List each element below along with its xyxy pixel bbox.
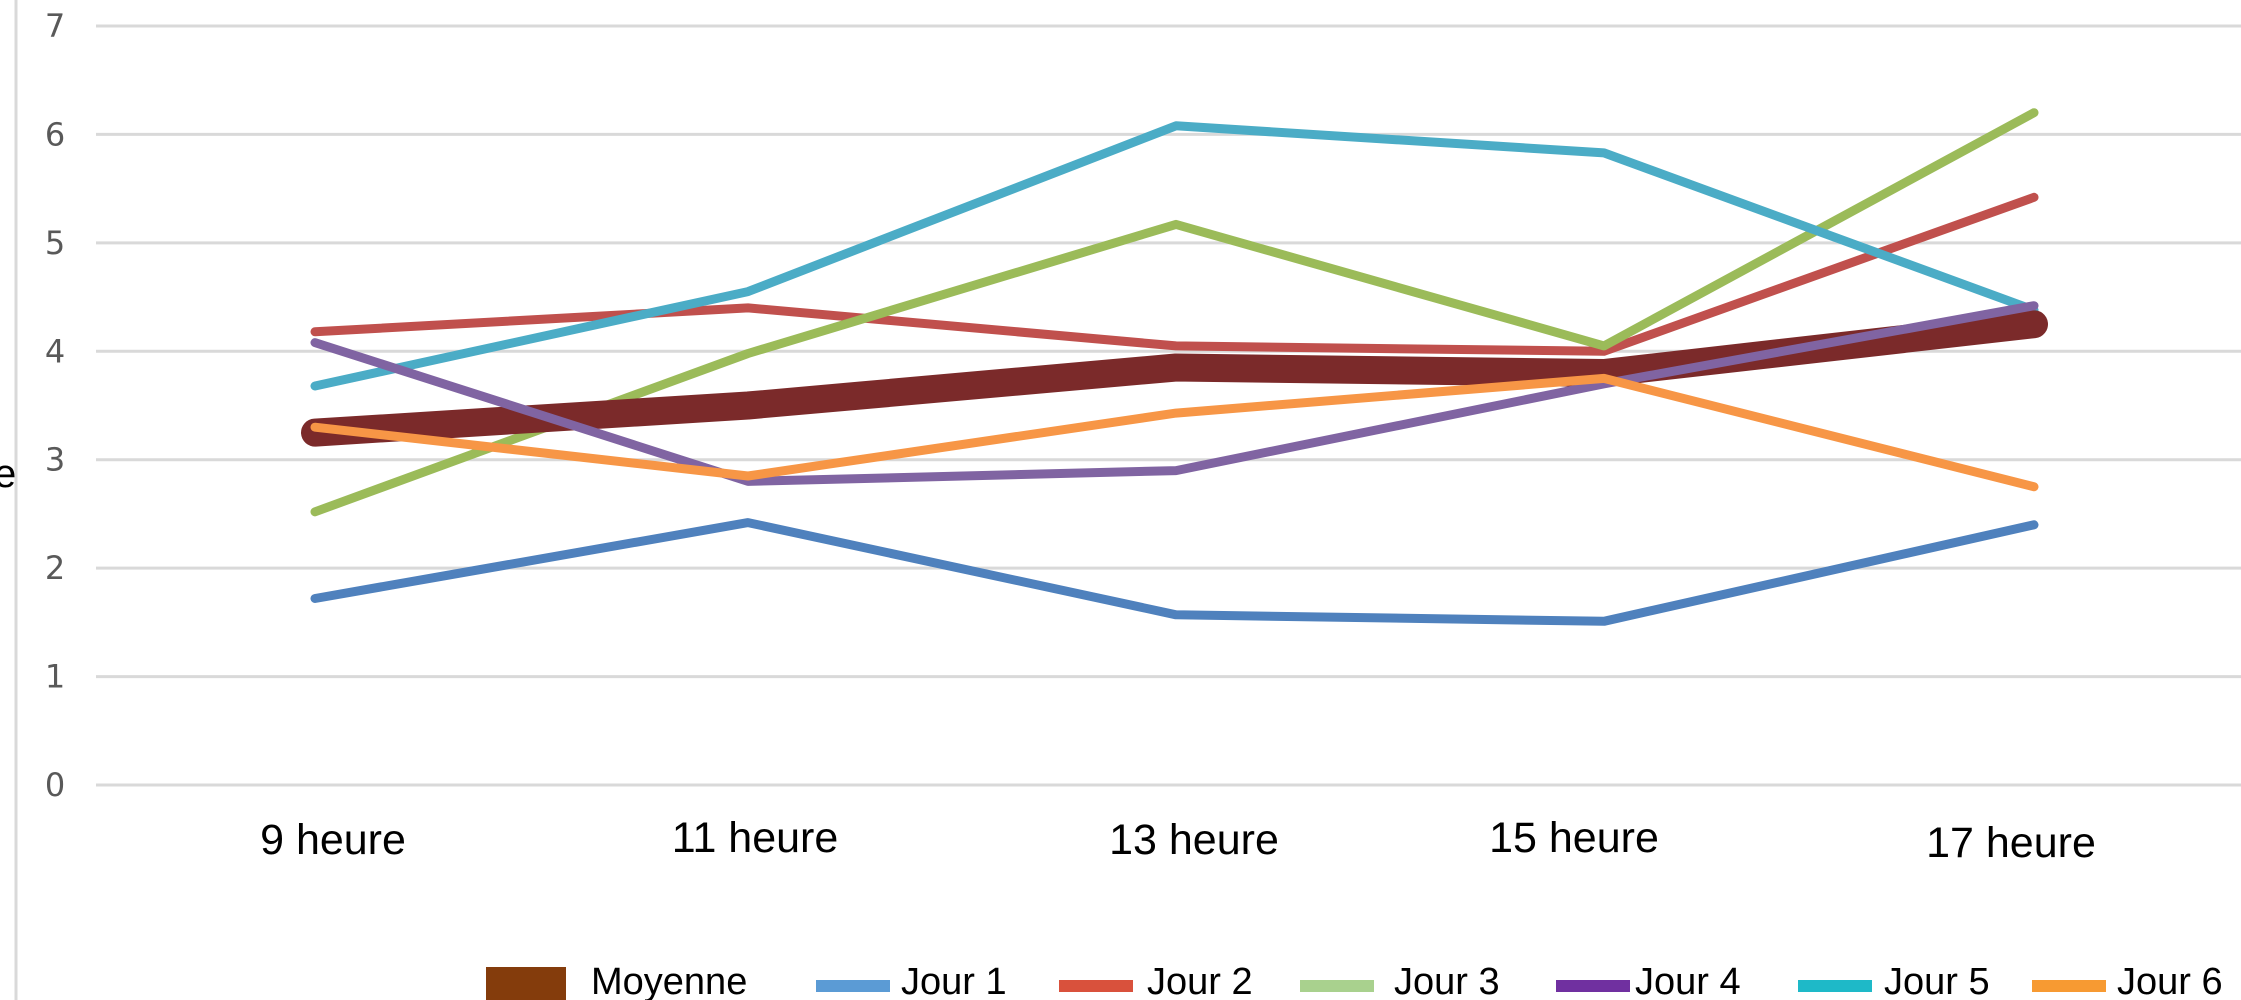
x-axis-ticks: 9 heure 11 heure 13 heure 15 heure 17 heure bbox=[260, 814, 2096, 867]
series-line-jour-6 bbox=[310, 373, 2039, 492]
legend-label: Jour 3 bbox=[1394, 961, 1500, 1000]
legend-swatch bbox=[1556, 980, 1630, 992]
legend-label: Jour 5 bbox=[1884, 961, 1990, 1000]
series-lines bbox=[301, 108, 2048, 626]
y-tick-label: 6 bbox=[45, 115, 65, 153]
legend-item-jour-3: Jour 3 bbox=[1300, 961, 1500, 1000]
legend-swatch bbox=[2032, 980, 2106, 992]
x-tick-label: 11 heure bbox=[672, 814, 839, 862]
legend-item-jour-2: Jour 2 bbox=[1059, 961, 1253, 1000]
legend-swatch bbox=[1798, 980, 1872, 992]
legend-swatch bbox=[816, 980, 890, 992]
gridlines bbox=[96, 24, 2241, 787]
series-line-jour-1 bbox=[310, 518, 2039, 626]
y-tick-label: 7 bbox=[45, 7, 65, 45]
y-tick-label: 3 bbox=[45, 441, 65, 479]
y-tick-label: 1 bbox=[45, 658, 65, 696]
legend-swatch bbox=[1059, 980, 1133, 992]
legend-label: Jour 4 bbox=[1635, 961, 1741, 1000]
legend-item-moyenne: Moyenne bbox=[486, 961, 747, 1000]
legend-item-jour-5: Jour 5 bbox=[1798, 961, 1990, 1000]
y-tick-label: 2 bbox=[45, 549, 65, 587]
y-tick-label: 5 bbox=[45, 224, 65, 262]
legend-item-jour-1: Jour 1 bbox=[816, 961, 1007, 1000]
legend-label: Moyenne bbox=[591, 961, 747, 1000]
series-line-jour-2 bbox=[310, 192, 2039, 356]
y-axis-label: e bbox=[0, 452, 16, 496]
legend-label: Jour 6 bbox=[2117, 961, 2223, 1000]
legend: Moyenne Jour 1 Jour 2 Jour 3 Jour 4 Jour 5 Jou… bbox=[486, 961, 2223, 1000]
legend-label: Jour 2 bbox=[1147, 961, 1253, 1000]
x-tick-label: 13 heure bbox=[1109, 816, 1279, 864]
legend-item-jour-6: Jour 6 bbox=[2032, 961, 2223, 1000]
series-line-jour-5 bbox=[310, 121, 2039, 391]
x-tick-label: 9 heure bbox=[260, 816, 406, 864]
legend-swatch bbox=[1300, 980, 1374, 992]
x-tick-label: 17 heure bbox=[1926, 819, 2096, 867]
legend-swatch bbox=[486, 967, 566, 1000]
y-tick-label: 4 bbox=[45, 332, 65, 370]
y-axis-ticks: 0 1 2 3 4 5 6 7 bbox=[45, 7, 65, 804]
legend-label: Jour 1 bbox=[901, 961, 1007, 1000]
series-line-jour-4 bbox=[310, 301, 2039, 486]
legend-item-jour-4: Jour 4 bbox=[1556, 961, 1741, 1000]
x-tick-label: 15 heure bbox=[1489, 814, 1659, 862]
y-tick-label: 0 bbox=[45, 766, 65, 804]
